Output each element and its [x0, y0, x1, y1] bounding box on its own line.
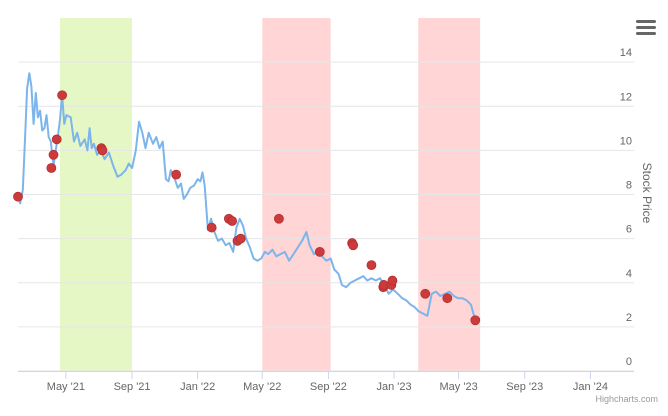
x-tick-label: Sep '23	[506, 381, 543, 393]
event-marker	[46, 163, 57, 173]
x-tick-label: May '23	[440, 381, 478, 393]
y-tick-label: 8	[626, 180, 632, 192]
event-marker	[442, 293, 453, 304]
y-tick-label: 14	[620, 47, 632, 59]
x-tick-label: Jan '22	[180, 381, 215, 393]
credits-link[interactable]: Highcharts.com	[595, 394, 658, 404]
x-tick-label: Jan '23	[376, 381, 411, 393]
x-tick-label: May '21	[47, 381, 85, 393]
event-marker	[235, 233, 246, 244]
y-tick-label: 10	[620, 135, 632, 147]
event-marker	[97, 145, 108, 156]
x-tick-label: Sep '21	[114, 381, 151, 393]
event-marker	[48, 149, 59, 160]
y-tick-label: 2	[626, 312, 632, 324]
axes: 0 2 4 6 8 10 12 14 May '21 Sep '21 Jan '22 May '22 S…	[18, 47, 634, 393]
y-tick-label: 4	[626, 268, 632, 280]
y-tick-label: 12	[620, 91, 632, 103]
event-marker	[366, 260, 377, 271]
hamburger-menu-icon	[636, 20, 656, 23]
event-marker	[206, 222, 217, 233]
event-marker	[314, 246, 325, 257]
y-tick-label: 6	[626, 224, 632, 236]
event-marker	[171, 169, 182, 180]
event-markers	[13, 90, 481, 326]
event-marker	[420, 288, 431, 299]
event-marker	[51, 134, 62, 145]
event-marker	[227, 216, 238, 226]
event-marker	[348, 240, 359, 251]
event-marker	[274, 213, 284, 224]
event-marker	[387, 275, 398, 286]
x-tick-label: May '22	[243, 381, 281, 393]
event-marker	[57, 90, 68, 101]
event-marker	[13, 191, 23, 202]
y-axis-title: Stock Price	[640, 163, 654, 224]
event-marker	[470, 315, 481, 326]
x-tick-label: Jan '24	[573, 381, 608, 393]
y-tick-label: 0	[626, 356, 632, 368]
context-menu-button[interactable]	[636, 20, 656, 38]
x-tick-label: Sep '22	[310, 381, 347, 393]
